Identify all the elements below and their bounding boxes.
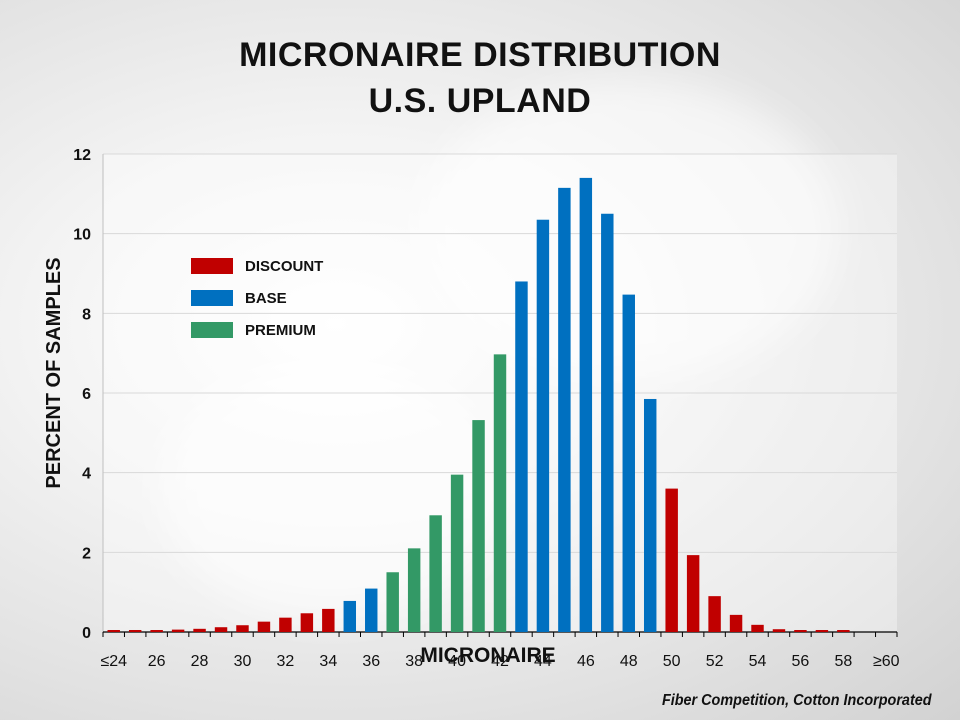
- bar: [493, 354, 507, 632]
- background-cotton-shape: [160, 360, 500, 620]
- bar: [150, 630, 163, 632]
- bar: [365, 588, 378, 632]
- bar: [450, 474, 464, 632]
- bar: [772, 629, 786, 632]
- x-tick-label: 40: [448, 653, 466, 670]
- x-tick-label: 46: [577, 653, 595, 670]
- chart-subtitle: U.S. UPLAND: [368, 82, 592, 120]
- y-axis-title: PERCENT OF SAMPLES: [43, 257, 65, 488]
- bar: [794, 630, 807, 632]
- x-tick-label: 32: [277, 653, 295, 670]
- bar: [558, 187, 571, 632]
- bar: [665, 488, 678, 632]
- bar: [751, 624, 764, 632]
- y-tick-label: 0: [82, 625, 91, 642]
- x-axis-title: MICRONAIRE: [420, 644, 555, 667]
- x-tick-label: 54: [749, 653, 767, 670]
- x-tick-label: 42: [491, 653, 509, 670]
- bar: [171, 629, 185, 632]
- y-tick-label: 8: [82, 306, 91, 323]
- y-tick-label: 10: [73, 227, 91, 244]
- x-tick-label: 50: [663, 653, 681, 670]
- bar: [193, 628, 206, 632]
- x-tick-label: ≥60: [873, 653, 900, 670]
- bar: [837, 630, 850, 632]
- x-tick-label: 34: [319, 653, 337, 670]
- x-tick-label: ≤24: [100, 653, 127, 670]
- bar: [214, 627, 228, 632]
- legend-swatch-premium: [191, 322, 233, 338]
- x-tick-label: 30: [234, 653, 252, 670]
- legend-label-base: BASE: [245, 290, 287, 307]
- bar: [643, 398, 657, 632]
- x-tick-label: 28: [191, 653, 209, 670]
- bar: [257, 621, 271, 632]
- bar: [515, 281, 528, 632]
- bar: [601, 213, 614, 632]
- chart-title: MICRONAIRE DISTRIBUTION: [239, 36, 721, 74]
- bar: [386, 572, 399, 632]
- bar: [622, 294, 635, 632]
- y-tick-label: 2: [82, 545, 91, 562]
- bar: [107, 630, 120, 632]
- bar: [729, 614, 743, 632]
- bar: [322, 608, 335, 632]
- x-tick-label: 36: [362, 653, 380, 670]
- bar: [579, 177, 593, 632]
- y-tick-label: 12: [73, 147, 91, 164]
- bar: [128, 630, 142, 632]
- bar: [300, 613, 314, 632]
- x-tick-label: 44: [534, 653, 552, 670]
- legend-swatch-base: [191, 290, 233, 306]
- y-tick-label: 4: [82, 466, 91, 483]
- legend-swatch-discount: [191, 258, 233, 274]
- x-tick-label: 48: [620, 653, 638, 670]
- source-credit: Fiber Competition, Cotton Incorporated: [662, 692, 932, 709]
- bar: [708, 596, 721, 632]
- x-tick-label: 58: [834, 653, 852, 670]
- bar: [429, 515, 442, 632]
- bar: [279, 617, 292, 632]
- bar: [472, 420, 485, 632]
- legend-label-premium: PREMIUM: [245, 322, 316, 339]
- x-tick-label: 38: [405, 653, 423, 670]
- bar: [815, 630, 829, 632]
- bar: [407, 548, 421, 632]
- x-tick-label: 56: [792, 653, 810, 670]
- bar: [686, 555, 700, 632]
- x-tick-label: 52: [706, 653, 724, 670]
- bar: [236, 625, 249, 632]
- y-tick-label: 6: [82, 386, 91, 403]
- bar: [536, 219, 550, 632]
- legend-label-discount: DISCOUNT: [245, 258, 323, 275]
- bar: [343, 600, 357, 632]
- x-tick-label: 26: [148, 653, 166, 670]
